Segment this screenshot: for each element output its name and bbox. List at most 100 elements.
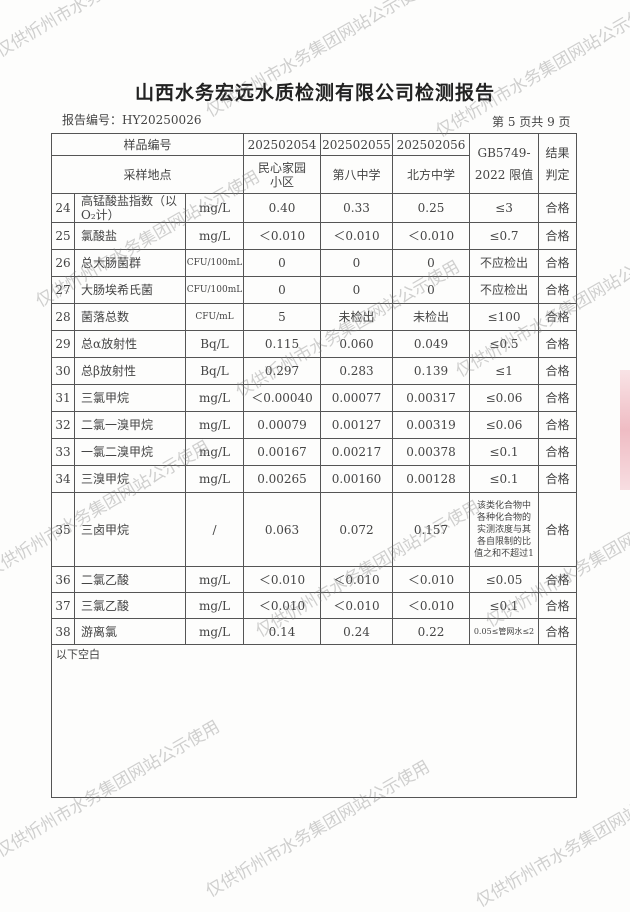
value: 0.00378 [392,438,470,466]
sample-location: 民心家园小区 [243,155,321,194]
value: 0 [392,276,470,304]
value: 0.00217 [320,438,393,466]
standard-header: GB5749-2022 限值 [469,133,539,194]
sample-no: 202502056 [392,133,470,156]
unit: mg/L [185,438,244,466]
table-row: 38 游离氯 mg/L 0.14 0.24 0.22 0.05≤管网水≤2 合格 [51,618,577,645]
item-name: 氯酸盐 [74,222,186,250]
value: 0 [392,249,470,277]
limit: ≤0.06 [469,384,539,412]
row-number: 36 [51,566,75,593]
row-number: 38 [51,618,75,645]
blank-note: 以下空白 [51,644,577,798]
value: 0.00127 [320,411,393,439]
result: 合格 [538,465,577,493]
limit: ≤0.1 [469,592,539,619]
item-name: 二氯一溴甲烷 [74,411,186,439]
value: 0.060 [320,330,393,358]
value: ＜0.00040 [243,384,321,412]
value: 未检出 [320,303,393,331]
limit: ≤0.1 [469,465,539,493]
result: 合格 [538,438,577,466]
value: ＜0.010 [392,566,470,593]
value: 0.33 [320,193,393,223]
result: 合格 [538,384,577,412]
value: 0.049 [392,330,470,358]
value: 0.00160 [320,465,393,493]
unit: mg/L [185,566,244,593]
row-number: 33 [51,438,75,466]
limit: ≤0.1 [469,438,539,466]
sample-location: 第八中学 [320,155,393,194]
location-label: 采样地点 [51,155,244,194]
table-row: 32 二氯一溴甲烷 mg/L 0.00079 0.00127 0.00319 ≤0.06 合格 [51,411,577,439]
table-row: 36 二氯乙酸 mg/L ＜0.010 ＜0.010 ＜0.010 ≤0.05 合格 [51,566,577,593]
value: 未检出 [392,303,470,331]
value: 0.00319 [392,411,470,439]
item-name: 二氯乙酸 [74,566,186,593]
value: 0.00265 [243,465,321,493]
table-row: 35 三卤甲烷/0.063 0.072 0.157 该类化合物中各种化合物的实测浓度与其… [51,492,577,567]
item-name: 游离氯 [74,618,186,645]
limit: ≤3 [469,193,539,223]
row-number: 32 [51,411,75,439]
item-name: 总α放射性 [74,330,186,358]
value: 0.00128 [392,465,470,493]
value: 5 [243,303,321,331]
result: 合格 [538,411,577,439]
row-number: 30 [51,357,75,385]
value: 0.072 [320,492,393,567]
table-row: 34 三溴甲烷 mg/L 0.00265 0.00160 0.00128 ≤0.1 合格 [51,465,577,493]
value: 0.297 [243,357,321,385]
value: 0.22 [392,618,470,645]
value: 0 [243,276,321,304]
unit: Bq/L [185,330,244,358]
table-row: 33 一氯二溴甲烷 mg/L 0.00167 0.00217 0.00378 ≤0.1 合格 [51,438,577,466]
item-name: 总β放射性 [74,357,186,385]
table-row: 29 总α放射性 Bq/L 0.115 0.060 0.049 ≤0.5 合格 [51,330,577,358]
result: 合格 [538,357,577,385]
unit: mg/L [185,193,244,223]
value: 0.157 [392,492,470,567]
limit: ≤0.05 [469,566,539,593]
item-name: 大肠埃希氏菌 [74,276,186,304]
value: ＜0.010 [392,592,470,619]
row-number: 34 [51,465,75,493]
row-number: 26 [51,249,75,277]
unit: mg/L [185,384,244,412]
item-name: 总大肠菌群 [74,249,186,277]
value: ＜0.010 [243,222,321,250]
result: 合格 [538,303,577,331]
value: ＜0.010 [243,566,321,593]
report-title: 山西水务宏远水质检测有限公司检测报告 [134,82,495,104]
value: 0.25 [392,193,470,223]
value: 0.00167 [243,438,321,466]
row-number: 37 [51,592,75,619]
value: 0.139 [392,357,470,385]
value: ＜0.010 [243,592,321,619]
sample-location: 北方中学 [392,155,470,194]
row-number: 29 [51,330,75,358]
item-name: 一氯二溴甲烷 [74,438,186,466]
item-name: 三氯甲烷 [74,384,186,412]
value: 0.115 [243,330,321,358]
unit: CFU/100mL [185,249,244,277]
table-row: 28 菌落总数 CFU/mL 5 未检出 未检出 ≤100 合格 [51,303,577,331]
limit: ≤0.7 [469,222,539,250]
row-number: 27 [51,276,75,304]
limit: 不应检出 [469,249,539,277]
limit: ≤100 [469,303,539,331]
results-table: 样品编号 202502054 202502055 202502056 GB574… [51,133,577,798]
row-number: 35 [51,492,75,567]
watermark: 仅供忻州市水务集团网站公示使用 [0,0,223,62]
value: 0 [320,249,393,277]
item-name: 三卤甲烷 [74,492,186,567]
unit: mg/L [185,465,244,493]
unit: CFU/mL [185,303,244,331]
result: 合格 [538,592,577,619]
table-row: 27 大肠埃希氏菌 CFU/100mL 0 0 0 不应检出 合格 [51,276,577,304]
value: 0.063 [243,492,321,567]
sample-no-label: 样品编号 [51,133,244,156]
value: 0.24 [320,618,393,645]
red-stamp-fragment [620,370,630,490]
